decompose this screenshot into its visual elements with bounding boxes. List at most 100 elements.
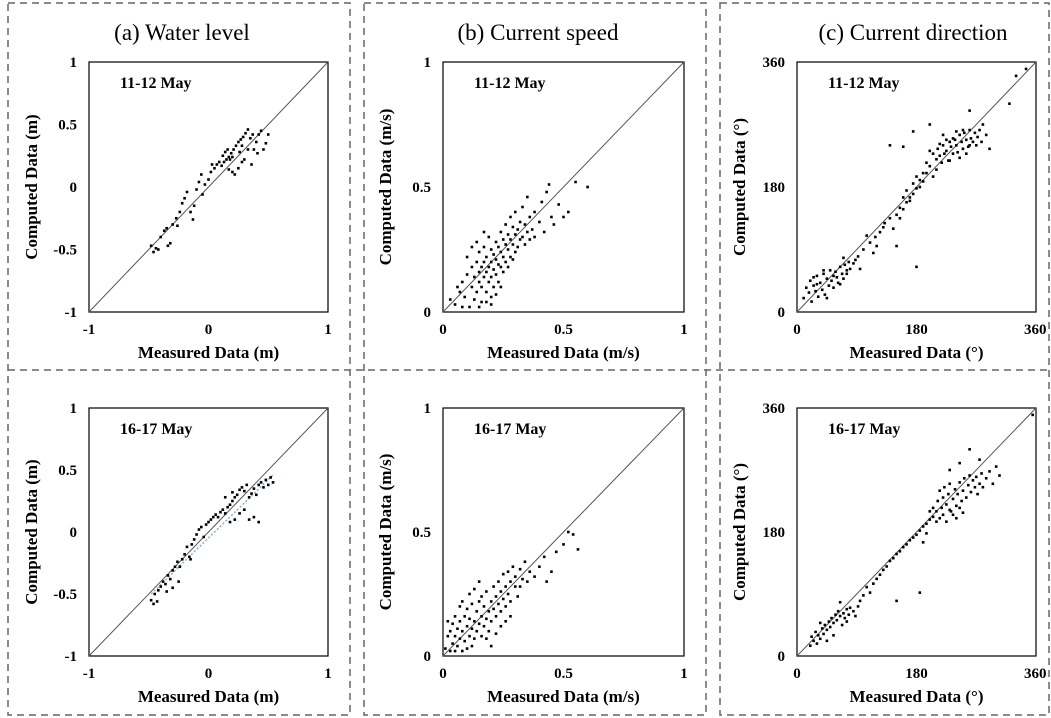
scatter-panel-current-direction: 0 180 360 0 180 360 Measured Data (°) Computed … xyxy=(730,55,1047,362)
data-point xyxy=(1014,74,1018,78)
one-to-one-line xyxy=(88,61,329,313)
data-point xyxy=(504,243,507,246)
data-point xyxy=(492,268,495,271)
data-point xyxy=(203,183,207,186)
period-label: 16-17 May xyxy=(828,421,900,438)
column-title: (c) Current direction xyxy=(818,20,1008,45)
data-point xyxy=(980,140,983,144)
data-point xyxy=(504,223,507,226)
data-point xyxy=(925,532,928,535)
data-point xyxy=(940,161,944,164)
data-point xyxy=(494,273,498,276)
data-point xyxy=(523,243,527,246)
data-point xyxy=(815,282,819,286)
data-point xyxy=(874,235,877,239)
data-point xyxy=(460,305,464,309)
data-point xyxy=(451,622,454,626)
data-point xyxy=(838,614,842,618)
data-point xyxy=(497,580,500,583)
data-point xyxy=(473,637,476,640)
data-point xyxy=(485,270,488,274)
data-point xyxy=(540,200,544,204)
data-point xyxy=(448,629,452,633)
data-point xyxy=(878,573,882,577)
data-point xyxy=(518,220,522,224)
data-point xyxy=(492,607,495,611)
data-point xyxy=(978,482,981,486)
x-tick-label: 1 xyxy=(324,666,332,682)
data-point xyxy=(465,647,469,650)
data-point xyxy=(506,233,510,236)
data-point xyxy=(171,223,174,226)
y-tick-label: 0.5 xyxy=(58,118,77,134)
data-point xyxy=(233,173,237,176)
scatter-panel-water-level: -1 0 1 -1 -0.5 0 0.5 1 Measured Data (m) Computed… xyxy=(22,401,332,706)
data-point xyxy=(953,487,957,491)
data-point xyxy=(868,591,872,594)
data-point xyxy=(204,523,208,526)
data-point xyxy=(516,245,520,249)
data-point xyxy=(219,510,222,514)
data-point xyxy=(523,223,527,226)
data-point xyxy=(888,216,892,220)
data-point xyxy=(955,516,958,520)
one-to-one-line xyxy=(88,407,329,657)
column-border-2 xyxy=(719,2,1050,716)
data-point xyxy=(480,615,483,618)
data-point xyxy=(453,634,457,638)
y-axis-label: Computed Data (°) xyxy=(730,118,749,256)
data-point xyxy=(825,639,829,643)
data-point xyxy=(834,270,837,274)
data-point xyxy=(477,580,481,583)
data-point xyxy=(905,189,908,192)
data-point xyxy=(823,293,827,296)
data-point xyxy=(822,269,825,272)
data-point xyxy=(949,145,953,149)
period-label: 16-17 May xyxy=(474,421,546,438)
data-point xyxy=(468,634,471,638)
data-point xyxy=(538,565,541,569)
data-point xyxy=(463,295,466,299)
data-point xyxy=(185,190,189,194)
data-point xyxy=(935,157,938,161)
data-point xyxy=(948,508,951,512)
data-point xyxy=(852,262,855,265)
data-point xyxy=(915,533,918,537)
data-point xyxy=(816,634,820,637)
data-point xyxy=(465,607,469,611)
data-point xyxy=(814,289,817,293)
y-axis-label: Computed Data (°) xyxy=(730,463,749,601)
data-point xyxy=(514,210,517,214)
data-point xyxy=(550,215,553,219)
data-point xyxy=(470,285,474,289)
data-point xyxy=(968,128,971,132)
data-point xyxy=(201,193,204,196)
data-point xyxy=(925,522,928,526)
data-point xyxy=(485,300,488,304)
data-point xyxy=(177,580,180,583)
data-point xyxy=(557,203,560,206)
data-point xyxy=(509,600,512,603)
data-point xyxy=(164,582,167,586)
data-point xyxy=(221,154,225,158)
y-tick-label: 180 xyxy=(763,525,786,541)
data-point xyxy=(480,595,483,598)
data-point xyxy=(921,541,925,544)
data-point xyxy=(482,275,486,279)
x-axis-label: Measured Data (m/s) xyxy=(487,343,640,362)
y-tick-label: 0 xyxy=(778,649,786,665)
period-label: 11-12 May xyxy=(120,75,192,92)
data-point xyxy=(968,144,971,147)
data-point xyxy=(951,513,955,517)
data-point xyxy=(185,545,189,549)
data-point xyxy=(820,627,824,630)
data-point xyxy=(898,549,902,553)
data-point xyxy=(958,133,961,137)
data-point xyxy=(908,199,912,203)
data-point xyxy=(497,245,500,249)
data-point xyxy=(162,229,166,233)
data-point xyxy=(232,148,235,151)
data-point xyxy=(964,496,968,499)
data-point xyxy=(192,204,196,208)
data-point xyxy=(973,485,977,489)
